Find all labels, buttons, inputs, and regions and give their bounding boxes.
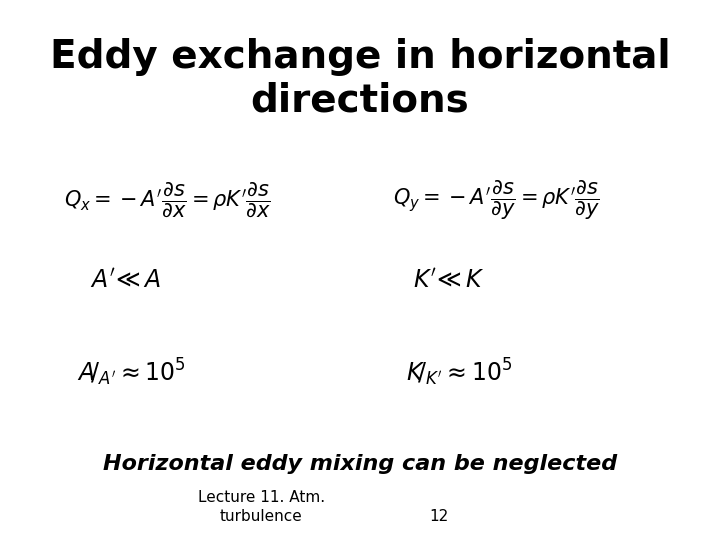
Text: $Q_y = -A'\dfrac{\partial s}{\partial y} = \rho K'\dfrac{\partial s}{\partial y}: $Q_y = -A'\dfrac{\partial s}{\partial y}… xyxy=(393,178,600,221)
Text: Horizontal eddy mixing can be neglected: Horizontal eddy mixing can be neglected xyxy=(103,454,617,475)
Text: Lecture 11. Atm.
turbulence: Lecture 11. Atm. turbulence xyxy=(198,490,325,524)
Text: Eddy exchange in horizontal
directions: Eddy exchange in horizontal directions xyxy=(50,38,670,120)
Text: $K\!/_{K'} \approx 10^5$: $K\!/_{K'} \approx 10^5$ xyxy=(406,357,513,388)
Text: $A\!/_{A'} \approx 10^5$: $A\!/_{A'} \approx 10^5$ xyxy=(77,357,186,388)
Text: $K'\!\ll K$: $K'\!\ll K$ xyxy=(413,269,484,293)
Text: $A'\!\ll A$: $A'\!\ll A$ xyxy=(91,269,161,293)
Text: 12: 12 xyxy=(429,509,449,524)
Text: $Q_x = -A'\dfrac{\partial s}{\partial x} = \rho K'\dfrac{\partial s}{\partial x}: $Q_x = -A'\dfrac{\partial s}{\partial x}… xyxy=(64,180,271,219)
